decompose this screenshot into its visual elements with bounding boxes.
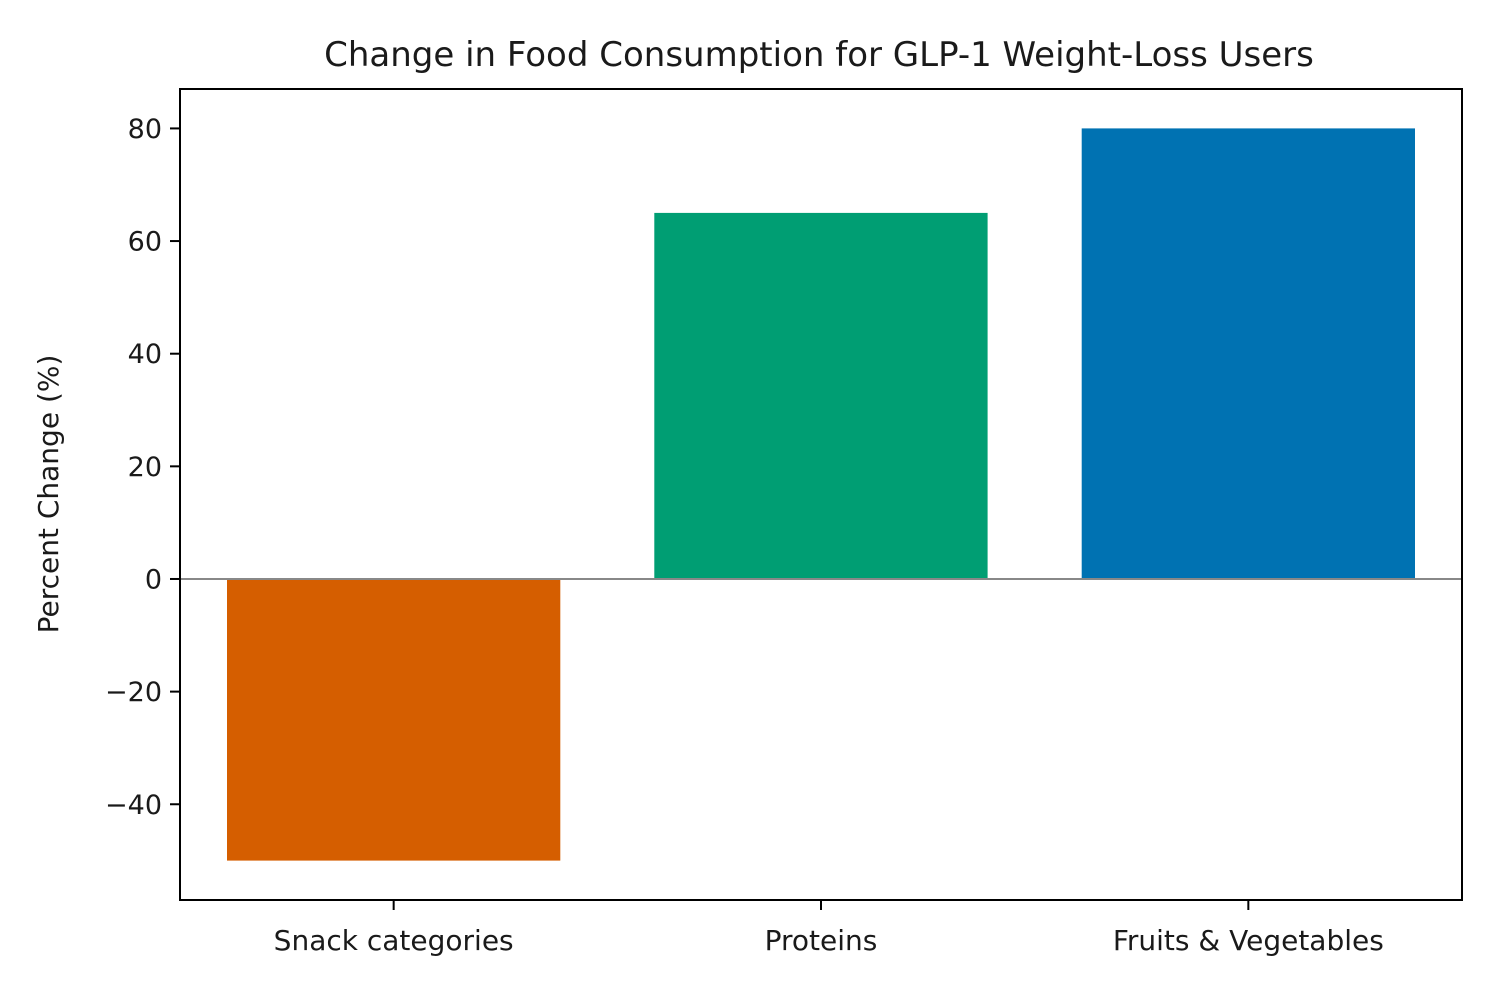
- bar-snack-categories: [227, 579, 561, 861]
- bar-fruits-vegetables: [1081, 128, 1415, 579]
- y-tick-label: 80: [128, 114, 162, 145]
- x-tick-label: Snack categories: [274, 924, 514, 957]
- y-tick-label: 0: [145, 564, 162, 595]
- y-tick-label: −20: [105, 677, 162, 708]
- y-tick-label: −40: [105, 790, 162, 821]
- x-tick-label: Proteins: [765, 924, 878, 957]
- x-axis: Snack categories Proteins Fruits & Vegetab…: [274, 900, 1384, 957]
- bar-proteins: [654, 212, 988, 579]
- bars-group: [227, 128, 1415, 861]
- y-axis-title: Percent Change (%): [32, 355, 65, 634]
- y-tick-label: 60: [128, 227, 162, 258]
- y-tick-label: 40: [128, 339, 162, 370]
- y-axis: −40 −20 0 20 40 60 80: [105, 114, 180, 821]
- chart-title: Change in Food Consumption for GLP-1 Wei…: [324, 35, 1314, 75]
- x-tick-label: Fruits & Vegetables: [1113, 924, 1384, 957]
- y-tick-label: 20: [128, 452, 162, 483]
